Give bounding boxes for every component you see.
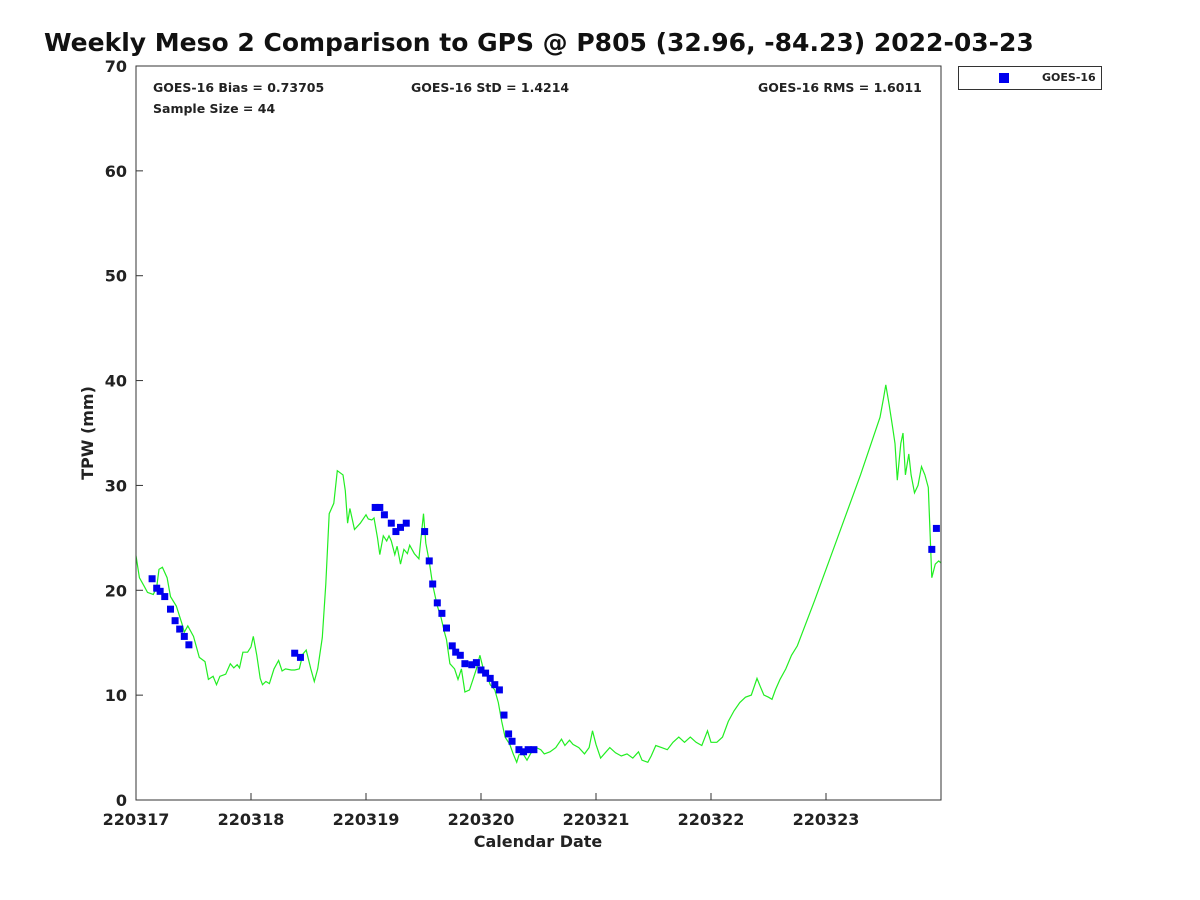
x-tick-label: 220323 xyxy=(793,810,860,829)
goes16-point xyxy=(448,642,456,650)
goes16-point xyxy=(438,609,446,617)
goes16-point xyxy=(167,605,174,613)
goes16-point xyxy=(500,711,508,719)
goes16-point xyxy=(477,666,485,674)
goes16-point xyxy=(392,528,400,536)
goes16-point xyxy=(482,669,490,677)
goes16-point xyxy=(296,653,304,661)
goes16-point xyxy=(176,625,184,633)
x-tick-label: 220317 xyxy=(103,810,170,829)
sample-size-stat: Sample Size = 44 xyxy=(153,101,276,116)
goes16-point xyxy=(452,648,460,656)
goes16-point xyxy=(524,746,532,754)
goes16-point xyxy=(491,681,499,689)
legend-label-goes16: GOES-16 xyxy=(1042,71,1096,84)
bias-stat: GOES-16 Bias = 0.73705 xyxy=(153,80,325,95)
goes16-point xyxy=(472,659,480,667)
goes16-point xyxy=(156,587,164,595)
y-tick-label: 60 xyxy=(105,162,127,181)
x-axis-label: Calendar Date xyxy=(474,832,603,851)
goes16-point xyxy=(461,660,469,668)
goes16-point xyxy=(148,575,156,583)
y-tick-label: 20 xyxy=(105,581,127,600)
x-tick-label: 220319 xyxy=(333,810,400,829)
y-tick-label: 40 xyxy=(105,372,127,391)
goes16-point xyxy=(421,528,429,536)
x-tick-label: 220320 xyxy=(448,810,515,829)
goes16-point xyxy=(443,624,450,632)
goes16-point xyxy=(171,617,179,625)
goes16-point xyxy=(505,730,513,738)
goes16-point xyxy=(456,651,464,659)
goes16-point xyxy=(185,641,193,649)
goes16-point xyxy=(376,503,384,511)
goes16-point xyxy=(161,593,169,601)
goes16-point xyxy=(380,511,388,519)
legend-swatch-goes16 xyxy=(999,73,1009,83)
y-tick-label: 0 xyxy=(116,791,127,810)
goes16-point xyxy=(371,503,379,511)
series-line-gps xyxy=(135,384,942,765)
y-axis-label: TPW (mm) xyxy=(78,386,97,480)
plot-frame xyxy=(135,65,942,801)
axis-ticks: 0 10 20 30 40 50 60 70 220317 220318 220319 220320 2… xyxy=(103,57,860,829)
goes16-point xyxy=(932,524,940,532)
chart-title: Weekly Meso 2 Comparison to GPS @ P805 (… xyxy=(44,28,1034,57)
goes16-point xyxy=(291,649,299,657)
goes16-point xyxy=(495,686,503,694)
goes16-point xyxy=(433,599,441,607)
legend: GOES-16 xyxy=(958,66,1102,90)
goes16-point xyxy=(928,545,936,553)
goes16-point xyxy=(508,737,516,745)
x-tick-label: 220321 xyxy=(563,810,630,829)
y-tick-label: 30 xyxy=(105,476,127,495)
rms-stat: GOES-16 RMS = 1.6011 xyxy=(758,80,922,95)
x-tick-label: 220318 xyxy=(218,810,285,829)
x-tick-label: 220322 xyxy=(678,810,745,829)
goes16-point xyxy=(520,748,528,756)
goes16-point xyxy=(397,523,404,531)
y-tick-label: 10 xyxy=(105,686,127,705)
y-tick-label: 70 xyxy=(105,57,127,76)
goes16-point xyxy=(486,674,494,682)
goes16-point xyxy=(515,746,523,754)
goes16-point xyxy=(402,519,410,527)
goes16-point xyxy=(530,746,538,754)
goes16-point xyxy=(429,580,437,588)
y-tick-label: 50 xyxy=(105,267,127,286)
series-layer xyxy=(135,384,942,765)
goes16-point xyxy=(387,519,395,527)
std-stat: GOES-16 StD = 1.4214 xyxy=(411,80,570,95)
goes16-point xyxy=(425,557,433,565)
goes16-point xyxy=(468,661,476,669)
goes16-point xyxy=(180,632,188,640)
